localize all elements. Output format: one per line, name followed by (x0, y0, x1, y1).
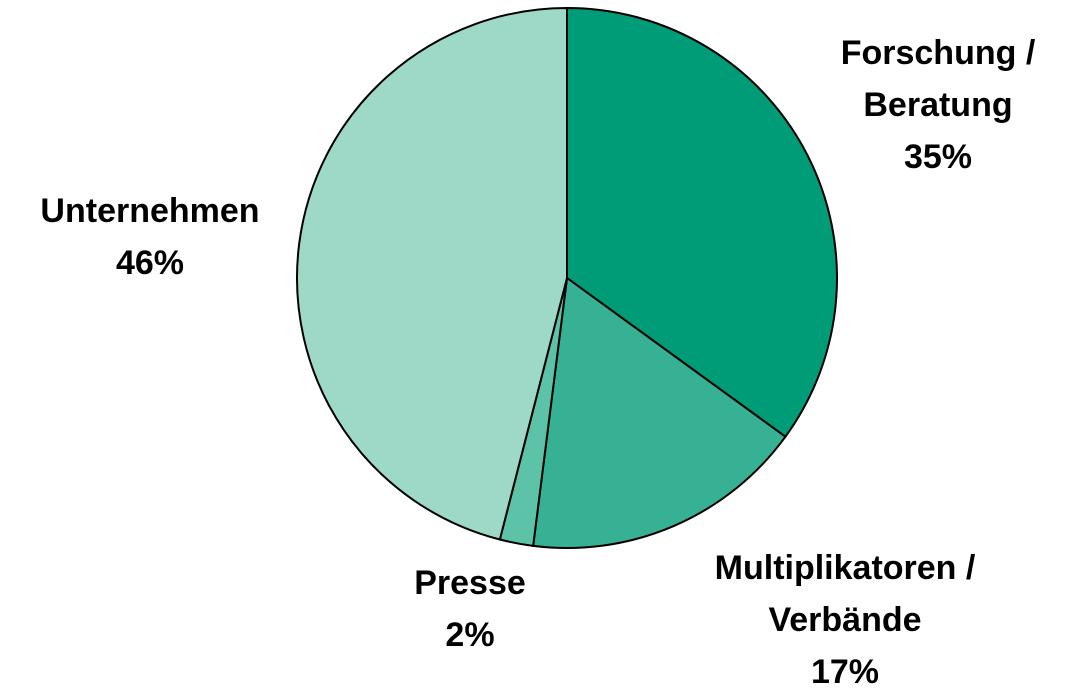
pie-slice (296, 6, 568, 541)
slice-label: Beratung (863, 86, 1012, 124)
value-label: 46% (116, 244, 184, 282)
slice-label: Unternehmen (40, 192, 259, 230)
value-label: 17% (811, 653, 879, 688)
value-label: 35% (904, 138, 972, 176)
slice-label: Presse (414, 564, 526, 602)
slice-label: Verbände (768, 601, 921, 639)
pie-slice (566, 6, 838, 439)
pie-slice (532, 276, 787, 549)
value-label: 2% (445, 616, 494, 654)
slice-label: Forschung / (841, 34, 1036, 72)
slice-label: Multiplikatoren / (715, 549, 976, 587)
